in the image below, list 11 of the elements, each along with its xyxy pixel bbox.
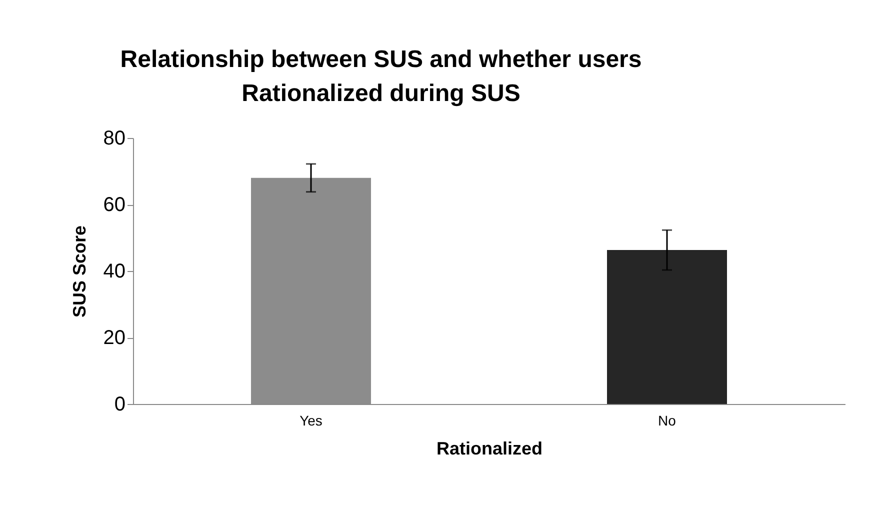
text: Relationship between SUS and whether users [120, 46, 642, 73]
y-tick-label: 80 [103, 128, 126, 150]
x-axis-title: Rationalized [436, 438, 543, 458]
y-tick-label: 20 [103, 327, 126, 349]
y-tick-label: 40 [103, 260, 126, 282]
y-tick-label: 60 [103, 194, 126, 216]
text: Rationalized during SUS [242, 80, 520, 107]
x-tick-label: No [658, 412, 676, 428]
y-axis-title: SUS Score [69, 225, 90, 318]
x-tick-label: Yes [300, 412, 322, 428]
y-tick-label: 0 [114, 394, 126, 416]
